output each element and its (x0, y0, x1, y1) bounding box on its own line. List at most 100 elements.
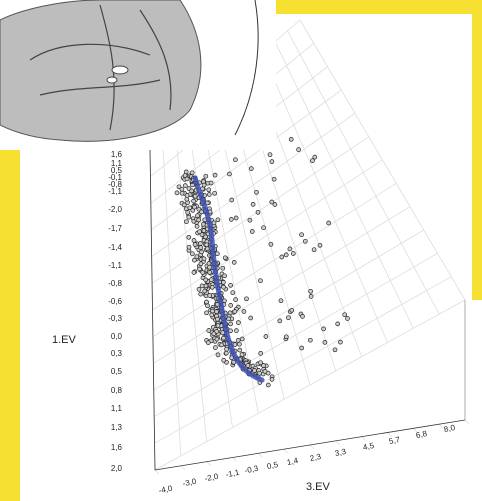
point (206, 304, 210, 308)
point (220, 343, 224, 347)
point (187, 215, 191, 219)
point (278, 319, 282, 323)
point (240, 337, 244, 341)
point (323, 340, 327, 344)
vertical-tick-label: -0,3 (108, 314, 122, 323)
point (229, 303, 233, 307)
point (249, 316, 253, 320)
point (187, 235, 191, 239)
point (297, 148, 301, 152)
point (202, 229, 206, 233)
point (199, 262, 203, 266)
point (205, 243, 209, 247)
point (269, 242, 273, 246)
point (284, 253, 288, 257)
point (240, 353, 244, 357)
point (289, 137, 293, 141)
point (259, 361, 263, 365)
point (258, 279, 262, 283)
point (204, 235, 208, 239)
point (308, 338, 312, 342)
point (221, 280, 225, 284)
point (198, 230, 202, 234)
vertical-tick-label: 1,3 (111, 423, 123, 432)
point (284, 335, 288, 339)
artifact-sketch (0, 0, 276, 150)
point (229, 217, 233, 221)
vertical-tick-label: 1,1 (111, 404, 123, 413)
point (200, 250, 204, 254)
point (246, 364, 250, 368)
vertical-tick-label: 1,6 (111, 150, 123, 159)
point (264, 335, 268, 339)
point (207, 193, 211, 197)
point (286, 316, 290, 320)
point (268, 153, 272, 157)
point (193, 205, 197, 209)
point (229, 283, 233, 287)
point (213, 173, 217, 177)
point (266, 383, 270, 387)
point (215, 337, 219, 341)
point (184, 220, 188, 224)
point (175, 191, 179, 195)
point (288, 247, 292, 251)
point (196, 214, 200, 218)
point (208, 265, 212, 269)
point (253, 369, 257, 373)
point (193, 194, 197, 198)
point (215, 310, 219, 314)
point (225, 347, 229, 351)
point (343, 313, 347, 317)
point (180, 191, 184, 195)
point (222, 336, 226, 340)
vertical-tick-label: -1,4 (108, 243, 122, 252)
point (192, 258, 196, 262)
point (207, 329, 211, 333)
point (221, 266, 225, 270)
point (270, 160, 274, 164)
point (208, 270, 212, 274)
point (258, 371, 262, 375)
point (187, 245, 191, 249)
chart-panel-right (440, 300, 482, 501)
point (192, 199, 196, 203)
point (198, 242, 202, 246)
point (206, 341, 210, 345)
point (233, 158, 237, 162)
vertical-tick-label: -0,8 (108, 279, 122, 288)
point (312, 248, 316, 252)
horizontal-axis-title: 3.EV (306, 481, 331, 493)
point (212, 332, 216, 336)
point (190, 252, 194, 256)
point (213, 191, 217, 195)
point (259, 351, 263, 355)
point (192, 271, 196, 275)
point (223, 256, 227, 260)
point (322, 327, 326, 331)
point (223, 274, 227, 278)
point (182, 203, 186, 207)
point (207, 262, 211, 266)
point (204, 278, 208, 282)
point (198, 267, 202, 271)
point (230, 198, 234, 202)
point (333, 348, 337, 352)
point (270, 200, 274, 204)
point (186, 211, 190, 215)
point (248, 218, 252, 222)
figure: 1,61,10,5-0,1-0,8-1,1-2,0-1,7-1,4-1,1-0,… (0, 0, 482, 501)
point (336, 322, 340, 326)
point (222, 285, 226, 289)
point (216, 353, 220, 357)
point (209, 278, 213, 282)
point (205, 300, 209, 304)
point (237, 342, 241, 346)
point (209, 181, 213, 185)
point (204, 284, 208, 288)
point (234, 298, 238, 302)
point (199, 246, 203, 250)
point (338, 340, 342, 344)
point (222, 358, 226, 362)
point (204, 174, 208, 178)
